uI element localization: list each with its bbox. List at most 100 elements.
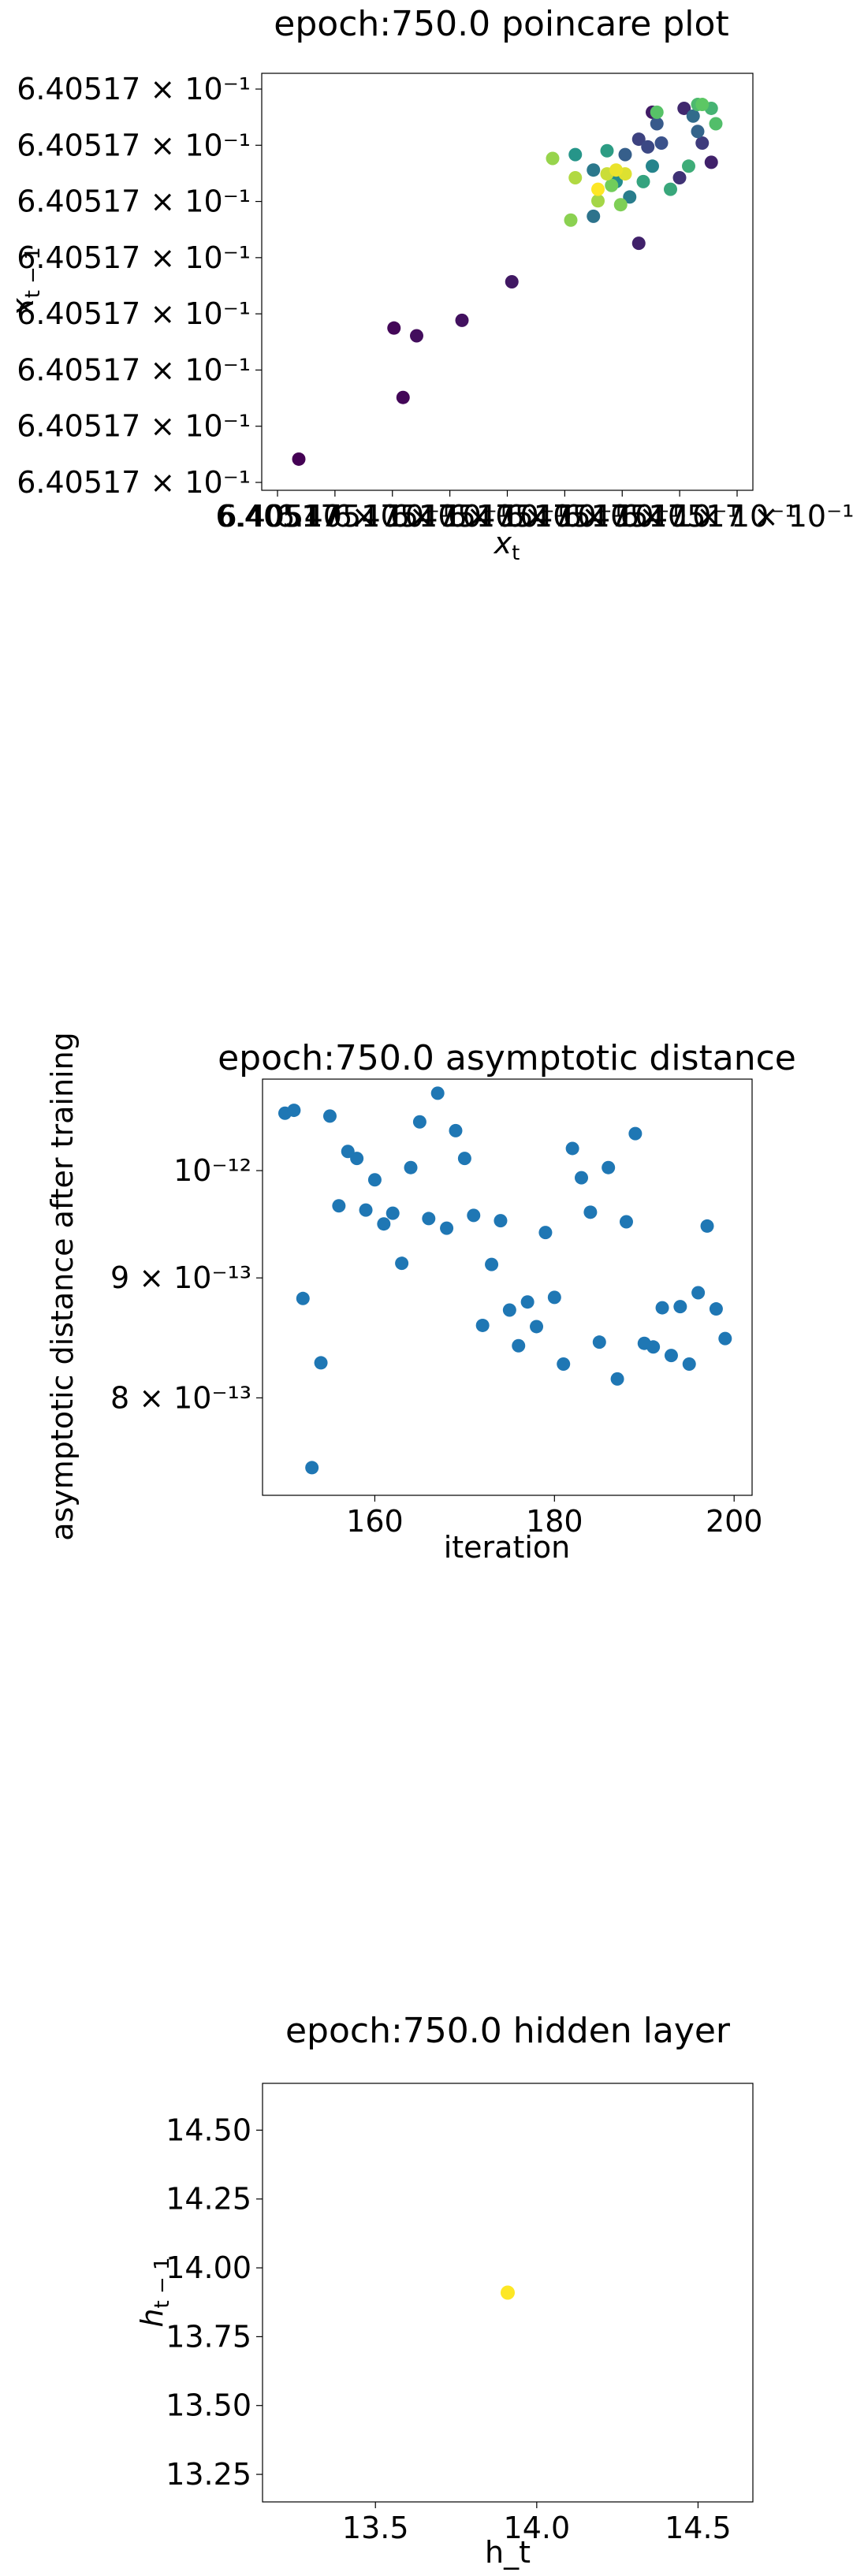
asymptotic-point — [602, 1160, 616, 1174]
poincare-y-tick: 6.40517 × 10⁻¹ — [17, 240, 251, 275]
hidden-point — [501, 2285, 515, 2300]
asymptotic-point — [691, 1286, 706, 1300]
asymptotic-y-tick: 9 × 10⁻¹³ — [110, 1260, 251, 1295]
asymptotic-point — [449, 1123, 463, 1137]
asymptotic-point — [502, 1303, 516, 1317]
poincare-point — [646, 159, 659, 173]
asymptotic-point — [467, 1208, 481, 1223]
poincare-y-tick: 6.40517 × 10⁻¹ — [17, 465, 251, 500]
asymptotic-point — [494, 1214, 508, 1228]
poincare-point — [505, 275, 519, 288]
hidden-y-tick: 13.75 — [166, 2319, 251, 2354]
asymptotic-x-tick: 160 — [346, 1504, 404, 1539]
poincare-point — [631, 132, 646, 147]
asymptotic-point — [700, 1219, 714, 1233]
poincare-plot-frame — [261, 73, 754, 491]
hidden-x-tick: 13.5 — [342, 2511, 409, 2545]
asymptotic-point — [287, 1104, 301, 1118]
asymptotic-point — [557, 1357, 571, 1371]
asymptotic-point — [538, 1226, 553, 1240]
poincare-x-tick: 6.40517 × 10⁻¹ — [620, 499, 853, 534]
poincare-point — [546, 151, 560, 166]
poincare-point — [591, 182, 605, 196]
poincare-point — [600, 143, 614, 158]
poincare-point — [292, 452, 306, 466]
poincare-point — [672, 170, 687, 184]
asymptotic-point — [619, 1215, 633, 1229]
asymptotic-y-tick: 10⁻¹² — [173, 1153, 251, 1188]
hidden-x-tick: 14.0 — [504, 2511, 571, 2545]
asymptotic-point — [367, 1173, 382, 1187]
poincare-x-tick: 6.40517 × 10⁻¹ — [218, 499, 452, 534]
poincare-x-tick: 6.40517 × 10⁻¹ — [275, 499, 509, 534]
asymptotic-x-tick: 180 — [526, 1504, 583, 1539]
asymptotic-point — [664, 1349, 678, 1363]
poincare-point — [650, 105, 664, 119]
hidden-y-tick: 14.25 — [166, 2182, 251, 2217]
hidden-title: epoch:750.0 hidden layer — [285, 2011, 731, 2051]
asymptotic-point — [314, 1356, 328, 1370]
poincare-point — [568, 147, 583, 162]
poincare-point — [609, 163, 623, 177]
poincare-point — [605, 178, 619, 192]
poincare-title: epoch:750.0 poincare plot — [274, 4, 728, 44]
asymptotic-point — [655, 1301, 669, 1315]
asymptotic-point — [322, 1109, 337, 1123]
asymptotic-point — [575, 1171, 589, 1185]
asymptotic-point — [673, 1300, 687, 1314]
poincare-point — [564, 213, 578, 227]
asymptotic-point — [350, 1152, 364, 1166]
poincare-point — [677, 101, 691, 115]
asymptotic-point — [332, 1199, 346, 1213]
poincare-point — [654, 136, 669, 150]
hidden-ylabel: ht − 1 — [135, 2257, 174, 2327]
poincare-point — [695, 136, 710, 150]
poincare-point — [568, 170, 583, 184]
asymptotic-title: epoch:750.0 asymptotic distance — [218, 1038, 796, 1078]
asymptotic-xlabel: iteration — [444, 1530, 571, 1565]
poincare-point — [691, 125, 705, 139]
poincare-y-tick: 6.40517 × 10⁻¹ — [17, 296, 251, 331]
hidden-y-tick: 13.25 — [166, 2457, 251, 2492]
poincare-y-tick: 6.40517 × 10⁻¹ — [17, 72, 251, 106]
poincare-point — [618, 147, 632, 162]
asymptotic-point — [341, 1145, 355, 1159]
asymptotic-point — [412, 1115, 426, 1129]
poincare-y-tick: 6.40517 × 10⁻¹ — [17, 409, 251, 444]
poincare-point — [704, 155, 718, 169]
asymptotic-point — [377, 1217, 391, 1231]
hidden-x-tick: 14.5 — [665, 2511, 732, 2545]
asymptotic-point — [440, 1221, 454, 1235]
asymptotic-point — [485, 1257, 499, 1271]
poincare-point — [709, 117, 723, 131]
asymptotic-point — [475, 1318, 490, 1332]
poincare-x-tick: 6.40517 × 10⁻¹ — [505, 499, 739, 534]
poincare-y-tick: 6.40517 × 10⁻¹ — [17, 352, 251, 387]
asymptotic-point — [296, 1291, 310, 1305]
asymptotic-point — [646, 1340, 661, 1354]
poincare-point — [695, 98, 710, 112]
asymptotic-point — [386, 1206, 400, 1220]
asymptotic-point — [457, 1152, 471, 1166]
asymptotic-point — [512, 1338, 526, 1353]
hidden-plot-frame — [262, 2083, 754, 2503]
asymptotic-point — [592, 1335, 606, 1349]
asymptotic-point — [422, 1212, 436, 1226]
poincare-point — [650, 117, 664, 131]
asymptotic-ylabel: asymptotic distance after training — [45, 1032, 80, 1541]
poincare-y-tick: 6.40517 × 10⁻¹ — [17, 184, 251, 219]
asymptotic-point — [359, 1203, 373, 1217]
asymptotic-point — [547, 1290, 561, 1305]
asymptotic-point — [610, 1372, 624, 1386]
poincare-point — [682, 159, 695, 173]
poincare-x-tick: 6.40517 × 10⁻¹ — [563, 499, 797, 534]
poincare-x-tick: 6.40517 — [215, 499, 339, 534]
asymptotic-point — [682, 1357, 696, 1371]
asymptotic-point — [709, 1302, 723, 1316]
asymptotic-point — [628, 1126, 643, 1141]
poincare-point — [664, 182, 677, 196]
poincare-y-tick: 6.40517 × 10⁻¹ — [17, 128, 251, 162]
asymptotic-point — [565, 1141, 579, 1156]
poincare-ylabel: xt − 1 — [6, 247, 45, 317]
